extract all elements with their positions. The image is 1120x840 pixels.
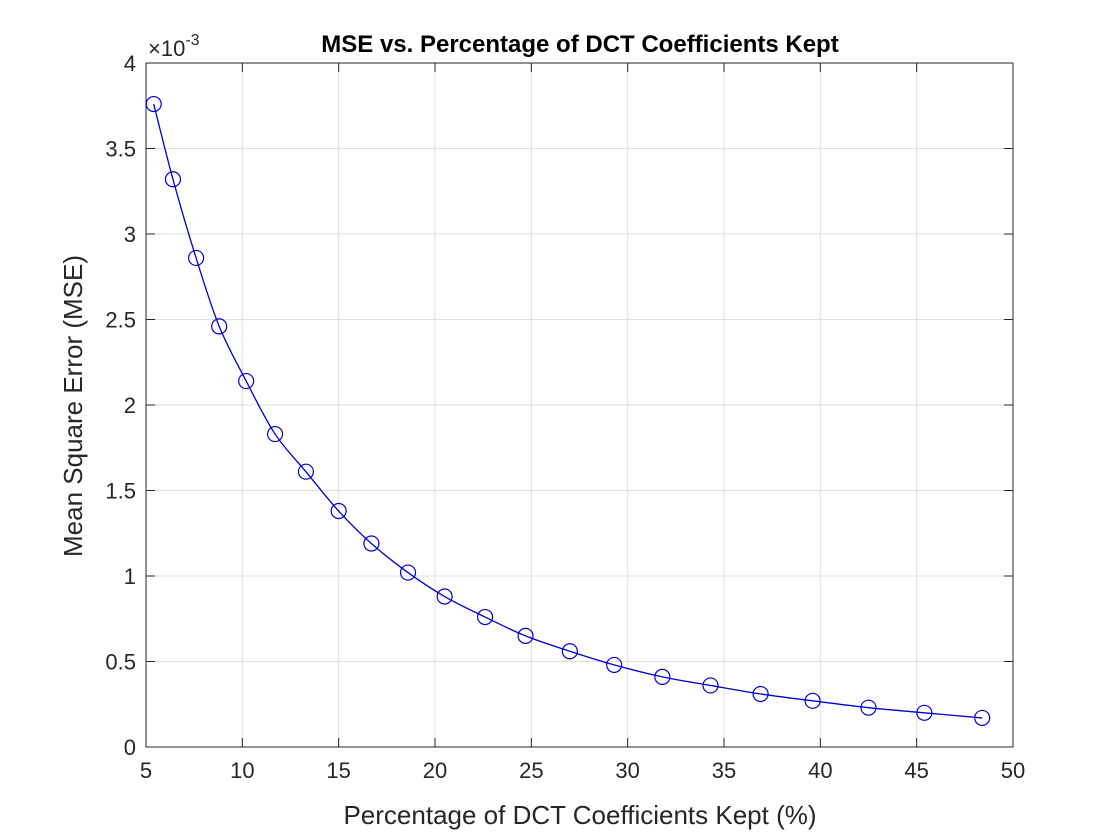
x-tick-label: 20	[423, 758, 447, 783]
y-tick-label: 2	[124, 393, 136, 418]
data-point-marker	[363, 535, 380, 552]
plot-area: 5 10 15 20 25 30 35 40 45 50 0 0.5 1 1.5 2 2.5 3 3.5 4	[105, 51, 1025, 783]
data-point-marker	[702, 677, 719, 694]
data-point-marker	[860, 699, 877, 716]
y-tick-label: 0.5	[105, 650, 136, 675]
data-point-marker	[654, 668, 671, 685]
data-point-marker	[164, 171, 182, 188]
series-line	[153, 103, 983, 719]
x-tick-label: 45	[904, 758, 928, 783]
x-tick-label: 10	[230, 758, 254, 783]
data-point-marker	[330, 502, 347, 520]
y-tick-label: 1	[124, 564, 136, 589]
x-tick-label: 35	[712, 758, 736, 783]
data-point-marker	[211, 318, 228, 335]
data-point-marker	[916, 704, 933, 721]
x-tick-label: 5	[140, 758, 152, 783]
chart-title: MSE vs. Percentage of DCT Coefficients K…	[321, 31, 838, 58]
y-scale-power: -3	[185, 32, 199, 49]
x-axis-label: Percentage of DCT Coefficients Kept (%)	[343, 800, 816, 830]
data-point-marker	[297, 463, 315, 480]
y-scale-exponent: ×10-3	[148, 32, 200, 61]
y-tick-label: 2.5	[105, 308, 136, 333]
data-point-marker	[238, 372, 255, 390]
y-tick-label: 3.5	[105, 137, 136, 162]
svg-text:×10-3: ×10-3	[148, 32, 200, 61]
data-point-marker	[804, 692, 821, 709]
data-point-marker	[436, 588, 453, 605]
data-point-marker	[145, 95, 162, 113]
x-tick-label: 30	[615, 758, 639, 783]
data-point-marker	[561, 643, 578, 660]
x-tick-label: 50	[1001, 758, 1025, 783]
data-point-marker	[476, 608, 494, 626]
data-point-marker	[187, 249, 205, 267]
data-point-marker	[752, 685, 769, 703]
y-tick-label: 1.5	[105, 479, 136, 504]
x-tick-label: 25	[519, 758, 543, 783]
data-point-marker	[606, 656, 623, 674]
data-point-marker	[266, 425, 284, 443]
y-tick-label: 0	[124, 735, 136, 760]
x-axis-ticks: 5 10 15 20 25 30 35 40 45 50	[140, 63, 1025, 783]
x-tick-label: 15	[326, 758, 350, 783]
series-mse	[145, 95, 991, 727]
x-tick-label: 40	[808, 758, 832, 783]
data-point-marker	[974, 709, 991, 727]
data-point-marker	[517, 627, 534, 644]
y-tick-label: 3	[124, 222, 136, 247]
y-scale-prefix: ×10	[148, 36, 185, 61]
y-axis-label: Mean Square Error (MSE)	[58, 255, 88, 557]
y-tick-label: 4	[124, 51, 136, 76]
y-axis-ticks: 0 0.5 1 1.5 2 2.5 3 3.5 4	[105, 51, 1013, 760]
data-point-marker	[399, 564, 417, 581]
